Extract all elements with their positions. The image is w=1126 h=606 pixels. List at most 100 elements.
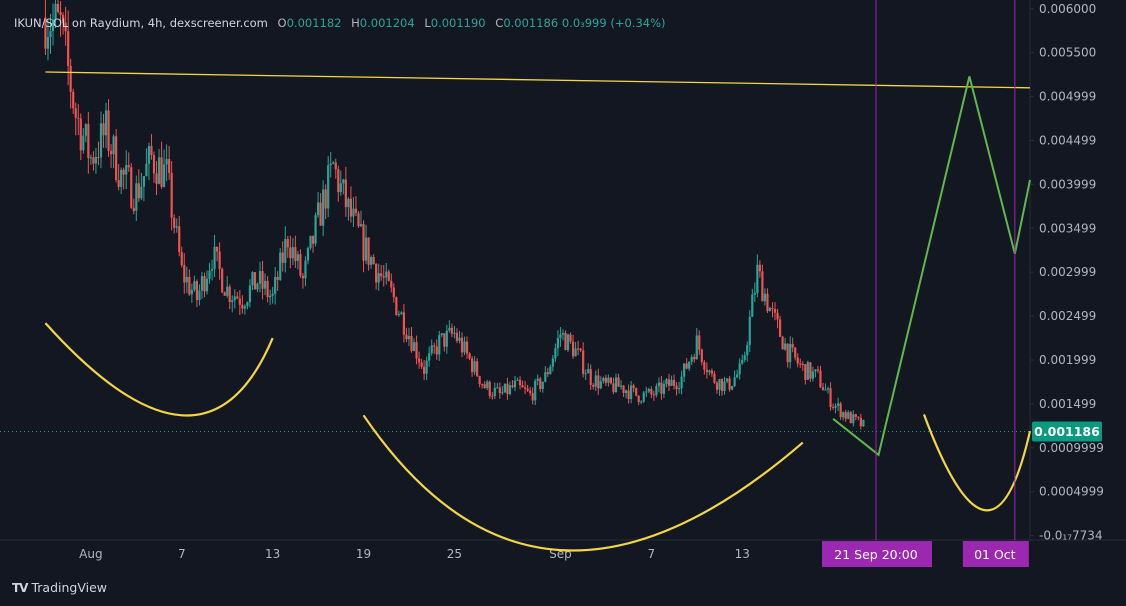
candle [481, 383, 484, 389]
cup-arc[interactable] [44, 322, 274, 417]
ohlc-legend: IKUN/SOL on Raydium, 4h, dexscreener.com… [14, 16, 666, 30]
candle [609, 376, 613, 385]
candle [233, 289, 236, 309]
candle [746, 341, 749, 362]
cup-arc[interactable] [362, 414, 804, 552]
candle [496, 382, 499, 389]
candle [804, 363, 807, 385]
candle [354, 196, 358, 217]
candle [193, 275, 196, 292]
candle [407, 327, 411, 347]
change-value: 0.0₃999 (+0.34%) [561, 16, 666, 30]
x-tick-label: 19 [356, 547, 371, 561]
candle [642, 390, 645, 404]
candle [289, 235, 292, 269]
y-tick-label: 0.003499 [1039, 221, 1096, 235]
cup-arc[interactable] [922, 414, 1032, 512]
tradingview-logo-icon: TV [12, 580, 29, 595]
candle [344, 166, 347, 217]
candle [231, 295, 234, 313]
candle [680, 370, 683, 395]
candle [256, 282, 259, 293]
candle [334, 158, 337, 179]
candle [274, 267, 277, 305]
candle [253, 272, 257, 290]
candle [435, 339, 438, 360]
candle [584, 369, 587, 380]
candle [311, 235, 315, 253]
candle [602, 376, 605, 384]
candle [698, 330, 701, 355]
candle [630, 380, 633, 404]
candle [468, 352, 471, 361]
candle [87, 111, 90, 174]
candle [645, 386, 648, 397]
candle [523, 380, 527, 395]
candle [440, 332, 443, 338]
candle [652, 390, 655, 401]
candle [62, 12, 65, 35]
candle [839, 401, 842, 420]
tradingview-branding[interactable]: TV TradingView [12, 580, 107, 595]
candle [718, 378, 721, 396]
candle [415, 335, 418, 365]
candle [115, 129, 118, 183]
candle [54, 0, 57, 29]
candle [478, 375, 481, 388]
candle [112, 134, 115, 169]
candle [847, 410, 850, 420]
candle [748, 310, 751, 352]
candle [688, 361, 691, 371]
candle [251, 271, 254, 291]
candle [84, 123, 87, 143]
candle [276, 271, 279, 291]
candle [741, 354, 744, 365]
candle [246, 301, 249, 310]
candle [352, 197, 355, 227]
resistance-trend-line[interactable] [45, 71, 1031, 89]
candle [483, 381, 486, 389]
candle [607, 374, 610, 387]
candle [521, 380, 524, 388]
candle [503, 383, 507, 393]
candle [791, 337, 794, 353]
candle [708, 369, 711, 376]
candle [731, 385, 734, 391]
candle [322, 180, 325, 237]
candle [127, 152, 130, 172]
candle [531, 387, 534, 405]
candle [685, 358, 688, 370]
candle [279, 247, 282, 281]
candle [690, 354, 693, 365]
candle [185, 266, 188, 293]
last-price-badge [1032, 421, 1102, 442]
candle [758, 260, 761, 278]
candle [417, 351, 421, 369]
candle [390, 273, 393, 293]
candle [339, 170, 342, 196]
candle [102, 113, 105, 148]
candle [125, 150, 128, 189]
candle [97, 141, 100, 166]
candle [228, 284, 231, 310]
candle [455, 328, 459, 343]
candle [493, 382, 496, 400]
candle [165, 144, 168, 182]
candle [491, 392, 494, 400]
candle [223, 291, 226, 296]
candle [831, 403, 835, 410]
candle [720, 378, 724, 396]
candle [536, 374, 539, 386]
candle [238, 289, 241, 315]
candle [178, 216, 181, 257]
candle [544, 366, 547, 383]
candle [655, 383, 658, 398]
candle [387, 269, 390, 282]
candle [632, 383, 635, 393]
candle [168, 146, 171, 180]
candle [842, 411, 845, 421]
candle [569, 332, 572, 344]
projection-path[interactable] [832, 76, 1031, 457]
candle [221, 267, 224, 294]
